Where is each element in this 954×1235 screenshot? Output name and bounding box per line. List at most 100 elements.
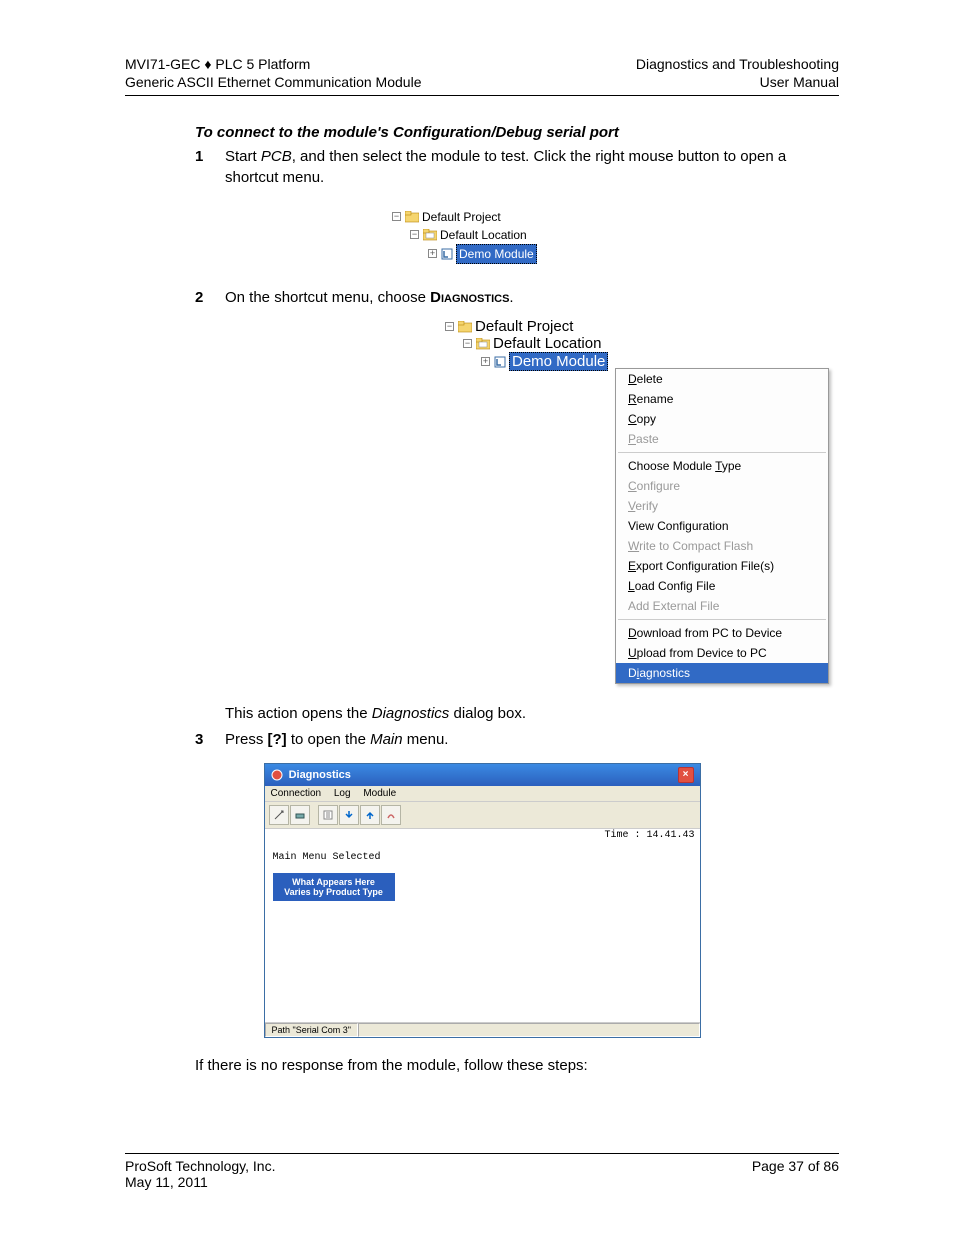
collapse-icon[interactable]: −	[463, 339, 472, 348]
tree-node-project[interactable]: − Default Project	[445, 318, 615, 335]
menu-separator	[618, 452, 826, 453]
header-right-line1: Diagnostics and Troubleshooting	[636, 55, 839, 73]
toolbar-button-6[interactable]	[381, 805, 401, 825]
menu-item-copy[interactable]: Copy	[616, 409, 828, 429]
folder-icon	[405, 211, 419, 223]
connect-icon	[273, 809, 285, 821]
section-title: To connect to the module's Configuration…	[195, 124, 839, 141]
tree-node-module[interactable]: + Demo Module	[445, 352, 615, 371]
tree-view-1: − Default Project − Default Location + D…	[392, 208, 572, 264]
toolbar-spacer	[311, 805, 317, 825]
header-left-line2: Generic ASCII Ethernet Communication Mod…	[125, 73, 421, 91]
toolbar-button-1[interactable]	[269, 805, 289, 825]
dialog-body: Main Menu Selected What Appears Here Var…	[265, 842, 700, 1022]
mnemonic: W	[628, 539, 639, 553]
menu-item-diagnostics[interactable]: Diagnostics	[616, 663, 828, 683]
time-display: Time : 14.41.43	[265, 829, 700, 842]
collapse-icon[interactable]: −	[410, 230, 419, 239]
dialog-titlebar[interactable]: Diagnostics ×	[265, 764, 700, 786]
mnemonic: D	[628, 372, 637, 386]
text: menu.	[403, 731, 449, 748]
toolbar-button-5[interactable]	[360, 805, 380, 825]
expand-icon[interactable]: +	[481, 357, 490, 366]
menu-item-delete[interactable]: Delete	[616, 369, 828, 389]
step-body: On the shortcut menu, choose Diagnostics…	[225, 288, 839, 308]
step-2-after: This action opens the Diagnostics dialog…	[225, 704, 839, 724]
header-right-line2: User Manual	[636, 73, 839, 91]
step-body: Start PCB, and then select the module to…	[225, 147, 839, 188]
footer-date: May 11, 2011	[125, 1174, 275, 1190]
step-number: 3	[195, 730, 225, 750]
mnemonic: T	[715, 459, 722, 473]
collapse-icon[interactable]: −	[392, 212, 401, 221]
expand-icon[interactable]: +	[428, 249, 437, 258]
mnemonic: C	[628, 479, 637, 493]
step-3-after: If there is no response from the module,…	[195, 1056, 839, 1076]
tree-node-location[interactable]: − Default Location	[445, 335, 615, 352]
mnemonic: V	[628, 499, 635, 513]
text: , and then select the module to test. Cl…	[225, 148, 786, 185]
menu-item-paste: Paste	[616, 429, 828, 449]
key-bold: [?]	[268, 731, 287, 748]
tree-label-selected: Demo Module	[456, 244, 537, 264]
tree-node-location[interactable]: − Default Location	[392, 226, 572, 244]
folder-open-icon	[476, 338, 490, 350]
text: to open the	[287, 731, 370, 748]
tree-label: Default Project	[475, 318, 573, 335]
menu-item-view-configuration[interactable]: View Configuration	[616, 516, 828, 536]
mnemonic: C	[628, 412, 637, 426]
menu-module[interactable]: Module	[363, 788, 396, 799]
text: On the shortcut menu, choose	[225, 289, 430, 306]
module-icon	[441, 248, 453, 260]
mnemonic: D	[628, 626, 637, 640]
tree-node-project[interactable]: − Default Project	[392, 208, 572, 226]
text: This action opens the	[225, 705, 372, 722]
main-italic: Main	[370, 731, 403, 748]
upload-icon	[364, 809, 376, 821]
tree-node-module[interactable]: + Demo Module	[392, 244, 572, 264]
console-line: Main Menu Selected	[273, 852, 692, 863]
header-left: MVI71-GEC ♦ PLC 5 Platform Generic ASCII…	[125, 55, 421, 91]
dialog-title-row: Diagnostics	[271, 769, 351, 781]
dialog-title-text: Diagnostics	[289, 769, 351, 781]
status-spacer	[358, 1023, 700, 1037]
diagnostics-smallcaps: Diagnostics	[430, 289, 509, 306]
menu-item-upload[interactable]: Upload from Device to PC	[616, 643, 828, 663]
step-number: 2	[195, 288, 225, 308]
tree-label: Default Project	[422, 208, 501, 226]
mnemonic: L	[628, 579, 635, 593]
diagnostics-italic: Diagnostics	[372, 705, 450, 722]
toolbar-button-3[interactable]	[318, 805, 338, 825]
folder-open-icon	[423, 229, 437, 241]
menu-item-rename[interactable]: Rename	[616, 389, 828, 409]
mnemonic: U	[628, 646, 637, 660]
diagnostics-dialog: Diagnostics × Connection Log Module Time…	[264, 763, 701, 1038]
menu-item-export-config[interactable]: Export Configuration File(s)	[616, 556, 828, 576]
step-3: 3 Press [?] to open the Main menu.	[195, 730, 839, 750]
step-1: 1 Start PCB, and then select the module …	[195, 147, 839, 188]
clear-icon	[385, 809, 397, 821]
context-menu: Delete Rename Copy Paste Choose Module T…	[615, 368, 829, 684]
toolbar-button-4[interactable]	[339, 805, 359, 825]
download-icon	[343, 809, 355, 821]
menu-item-download[interactable]: Download from PC to Device	[616, 623, 828, 643]
menu-connection[interactable]: Connection	[271, 788, 322, 799]
menu-log[interactable]: Log	[334, 788, 351, 799]
header-left-line1: MVI71-GEC ♦ PLC 5 Platform	[125, 55, 421, 73]
page-header: MVI71-GEC ♦ PLC 5 Platform Generic ASCII…	[125, 55, 839, 96]
menu-item-choose-module-type[interactable]: Choose Module Type	[616, 456, 828, 476]
log-icon	[322, 809, 334, 821]
menu-item-load-config[interactable]: Load Config File	[616, 576, 828, 596]
tree-label: Default Location	[440, 226, 527, 244]
menu-item-write-compact-flash: Write to Compact Flash	[616, 536, 828, 556]
text: dialog box.	[449, 705, 526, 722]
mnemonic: P	[628, 432, 636, 446]
page: MVI71-GEC ♦ PLC 5 Platform Generic ASCII…	[0, 0, 954, 1235]
toolbar-button-2[interactable]	[290, 805, 310, 825]
page-footer: ProSoft Technology, Inc. May 11, 2011 Pa…	[125, 1153, 839, 1190]
text: Start	[225, 148, 261, 165]
step-body: Press [?] to open the Main menu.	[225, 730, 839, 750]
tree-view-2: − Default Project − Default Location + D…	[445, 318, 615, 371]
collapse-icon[interactable]: −	[445, 322, 454, 331]
close-button[interactable]: ×	[678, 767, 694, 783]
